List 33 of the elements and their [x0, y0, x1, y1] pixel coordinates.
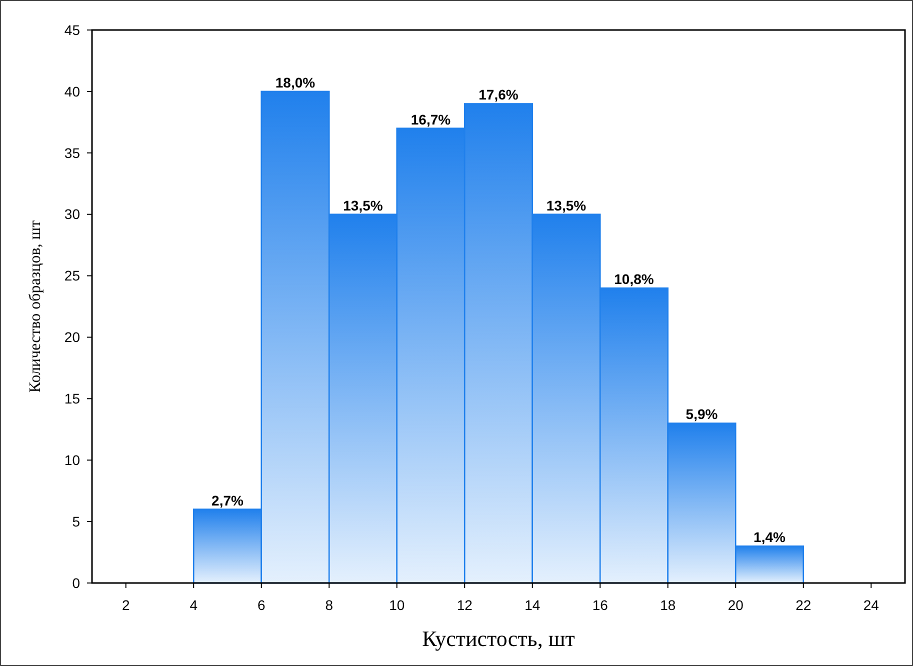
x-tick-label: 14: [524, 597, 540, 613]
x-tick-label: 2: [122, 597, 130, 613]
annotation: 1,4%: [754, 529, 786, 546]
annotation: 2,7%: [212, 492, 244, 508]
y-axis-title: Количество образцов, шт: [27, 220, 44, 393]
annotation: 13,5%: [343, 197, 384, 214]
x-axis-title: Кустистость, шт: [422, 626, 576, 651]
x-tick-label: 22: [796, 597, 812, 613]
x-tick-label: 8: [325, 597, 334, 613]
y-tick-label: 15: [64, 390, 80, 407]
annotation: 16,7%: [410, 111, 452, 128]
annotation: 18,0%: [275, 74, 316, 90]
x-tick-label: 18: [660, 597, 676, 613]
x-tick-label: 4: [190, 597, 198, 613]
x-tick-label: 12: [456, 597, 473, 613]
y-tick-label: 20: [64, 329, 80, 346]
y-tick-label: 40: [64, 83, 80, 100]
y-tick-label: 30: [64, 206, 80, 222]
y-tick-label: 25: [64, 268, 80, 284]
annotation: 10,8%: [614, 271, 654, 288]
annotation: 13,5%: [546, 197, 587, 214]
x-tick-label: 6: [257, 597, 266, 613]
y-tick-label: 0: [72, 574, 80, 591]
x-tick-label: 10: [389, 597, 405, 613]
y-tick-label: 35: [64, 144, 80, 161]
x-tick-label: 16: [592, 597, 608, 613]
x-tick-label: 20: [728, 597, 744, 613]
x-tick-label: 24: [863, 597, 880, 613]
annotation: 17,6%: [478, 86, 519, 103]
y-tick-label: 5: [72, 513, 80, 530]
y-tick-label: 10: [64, 452, 80, 468]
annotation: 5,9%: [686, 406, 718, 422]
y-tick-label: 45: [64, 22, 80, 38]
